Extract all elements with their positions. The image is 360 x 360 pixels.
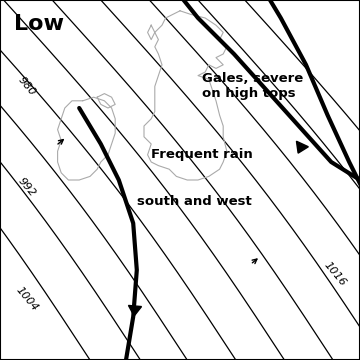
Text: Gales, severe
on high tops: Gales, severe on high tops (202, 72, 303, 100)
Text: 980: 980 (16, 75, 38, 98)
Text: 992: 992 (16, 176, 38, 199)
Text: 1004: 1004 (14, 285, 40, 313)
Text: Low: Low (14, 14, 64, 35)
Text: Frequent rain: Frequent rain (151, 148, 253, 161)
Text: south and west: south and west (137, 195, 252, 208)
Polygon shape (297, 141, 308, 153)
Polygon shape (129, 305, 141, 316)
Text: 1016: 1016 (322, 260, 348, 288)
